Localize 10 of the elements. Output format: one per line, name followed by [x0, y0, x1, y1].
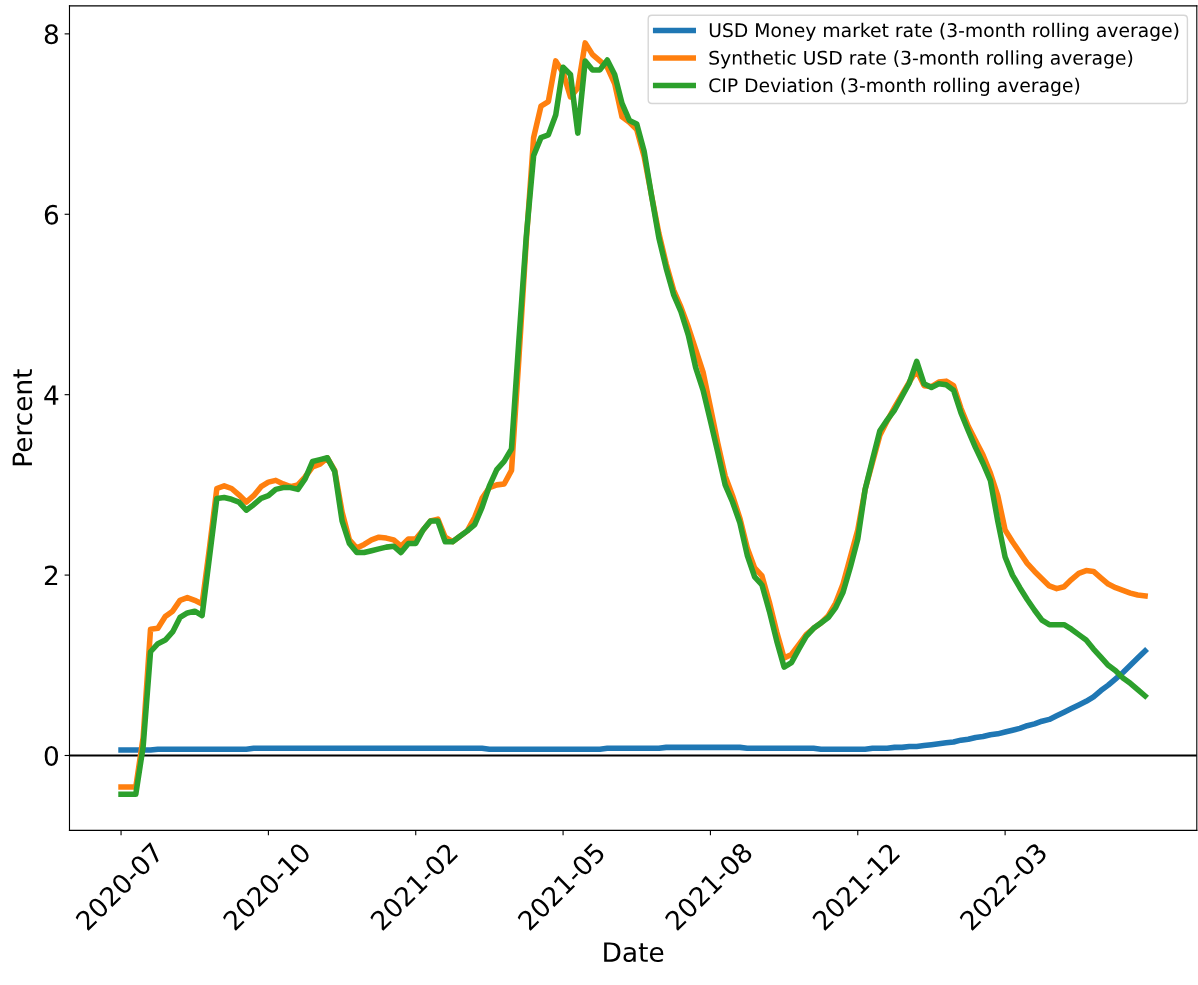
legend-label: CIP Deviation (3-month rolling average) [709, 77, 1080, 96]
y-axis-title: Percent [12, 369, 33, 466]
y-tick-label: 4 [44, 385, 59, 405]
y-tick-label: 2 [44, 565, 58, 586]
legend-label: Synthetic USD rate (3-month rolling average) [709, 50, 1133, 69]
y-tick-label: 8 [44, 24, 58, 45]
legend-label: USD Money market rate (3-month rolling average) [709, 22, 1179, 41]
y-tick-label: 0 [44, 745, 59, 766]
y-tick-label: 6 [44, 204, 59, 225]
x-axis-title: Date [604, 942, 664, 963]
